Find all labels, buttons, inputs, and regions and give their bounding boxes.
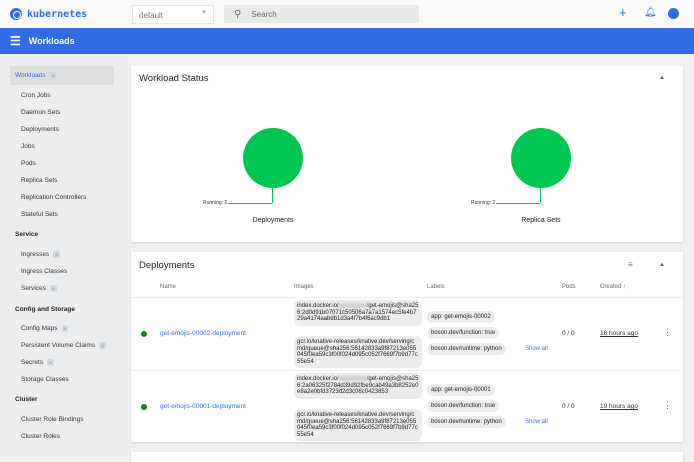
show-all-link[interactable]: Show all	[525, 346, 548, 352]
label-chip: boson.dev/runtime: python	[427, 416, 506, 428]
status-running-icon	[141, 404, 147, 410]
sidebar-item-replica-sets[interactable]: Replica Sets	[21, 177, 58, 184]
running-label: Running: 2	[203, 200, 228, 206]
redacted-username	[338, 303, 367, 308]
sidebar: Workloads N Cron Jobs Daemon Sets Deploym…	[0, 56, 126, 458]
column-name[interactable]: Name	[160, 284, 177, 290]
sidebar-item-storage-classes[interactable]: Storage Classes	[21, 376, 69, 383]
kubernetes-logo[interactable]: kubernetes	[10, 8, 87, 20]
label-chip: boson.dev/runtime: python	[427, 343, 506, 355]
sidebar-item-jobs[interactable]: Jobs	[21, 143, 35, 150]
plus-icon[interactable]: +	[619, 5, 627, 20]
logo-text: kubernetes	[27, 8, 88, 20]
toolbar-title: Workloads	[28, 36, 75, 46]
chevron-down-icon: ▼	[201, 10, 207, 16]
running-label: Running: 2	[471, 200, 496, 206]
deployment-link[interactable]: get-emojis-00002-deployment	[160, 330, 246, 337]
image-chip: index.docker.io//get-emojis@sha256:2d0d9…	[294, 300, 422, 326]
deployments-card: Deployments ≡ ▲ Name Images Labels Pods …	[131, 252, 683, 442]
collapse-icon[interactable]: ▲	[659, 75, 665, 81]
section-config-storage: Config and Storage	[15, 306, 75, 313]
sidebar-item-replication-controllers[interactable]: Replication Controllers	[21, 194, 87, 201]
search-input[interactable]: ⚲ Search	[224, 5, 419, 23]
search-placeholder: Search	[251, 9, 277, 19]
sidebar-item-daemon-sets[interactable]: Daemon Sets	[21, 109, 61, 116]
image-chip: gcr.io/knative-releases/knative.dev/serv…	[294, 409, 422, 441]
sidebar-item-cluster-role-bindings[interactable]: Cluster Role Bindings	[21, 416, 84, 423]
section-cluster: Cluster	[15, 396, 38, 403]
collapse-icon[interactable]: ▲	[659, 262, 665, 268]
sidebar-item-stateful-sets[interactable]: Stateful Sets	[21, 211, 58, 218]
namespace-value: default	[139, 11, 164, 20]
account-icon[interactable]	[668, 8, 679, 19]
sidebar-item-workloads-label[interactable]: Workloads N	[15, 72, 57, 80]
table-row: get-emojis-00002-deployment index.docker…	[131, 297, 683, 370]
table-row: get-emojis-00001-deployment index.docker…	[131, 370, 683, 442]
bell-icon[interactable]: 🔔︎	[644, 7, 657, 18]
next-card	[131, 452, 683, 462]
sidebar-item-pods[interactable]: Pods	[21, 160, 36, 167]
replica-sets-pie	[511, 128, 571, 188]
sidebar-item-services[interactable]: Services N	[21, 285, 57, 293]
label-chip: app: get-emojis-00002	[427, 311, 495, 323]
badge: N	[49, 72, 57, 79]
image-chip: gcr.io/knative-releases/knative.dev/serv…	[294, 336, 422, 368]
created-time[interactable]: 19 hours ago	[600, 403, 638, 410]
sidebar-item-pvc[interactable]: Persistent Volume Claims N	[21, 342, 106, 350]
sidebar-item-config-maps[interactable]: Config Maps N	[21, 325, 69, 333]
toolbar: ☰ Workloads	[0, 28, 694, 54]
search-icon: ⚲	[234, 8, 242, 20]
card-title: Workload Status	[139, 73, 209, 84]
label-chip: boson.dev/function: true	[427, 327, 500, 339]
pods-count: 0 / 0	[562, 403, 575, 410]
workload-status-card: Workload Status ▲ Running: 2 Deployments…	[131, 66, 683, 242]
kubernetes-wheel-icon	[10, 8, 22, 20]
show-all-link[interactable]: Show all	[525, 419, 548, 425]
deployments-pie	[243, 128, 303, 188]
sidebar-item-cluster-roles[interactable]: Cluster Roles	[21, 433, 61, 440]
section-service: Service	[15, 231, 39, 238]
column-created[interactable]: Created ↑	[600, 284, 627, 290]
chart-label: Deployments	[252, 217, 294, 224]
card-title: Deployments	[139, 260, 195, 271]
namespace-select[interactable]: default ▼	[132, 5, 214, 24]
label-chip: app: get-emojis-00001	[427, 384, 495, 396]
menu-icon[interactable]: ☰	[10, 34, 21, 48]
more-vert-icon[interactable]: ⋮	[663, 400, 672, 410]
sidebar-item-ingresses[interactable]: Ingresses N	[21, 251, 61, 259]
legend-line	[228, 203, 272, 204]
chart-label: Replica Sets	[521, 217, 561, 224]
filter-icon[interactable]: ≡	[628, 260, 633, 269]
image-chip: index.docker.io//get-emojis@sha256:2a063…	[294, 373, 422, 399]
more-vert-icon[interactable]: ⋮	[663, 327, 672, 337]
column-pods: Pods	[562, 284, 576, 290]
sidebar-item-cron-jobs[interactable]: Cron Jobs	[21, 92, 51, 99]
legend-line	[272, 188, 273, 203]
status-running-icon	[141, 331, 147, 337]
created-time[interactable]: 18 hours ago	[600, 330, 638, 337]
sidebar-item-deployments[interactable]: Deployments	[21, 126, 59, 133]
column-images: Images	[294, 284, 314, 290]
deployment-link[interactable]: get-emojis-00001-deployment	[160, 403, 246, 410]
sidebar-item-secrets[interactable]: Secrets N	[21, 359, 54, 367]
pods-count: 0 / 0	[562, 330, 575, 337]
sidebar-item-workloads[interactable]	[10, 66, 114, 85]
redacted-username	[338, 376, 367, 381]
column-labels: Labels	[427, 284, 445, 290]
label-chip: boson.dev/function: true	[427, 400, 500, 412]
sidebar-item-ingress-classes[interactable]: Ingress Classes	[21, 268, 68, 275]
top-bar: kubernetes default ▼ ⚲ Search + 🔔︎	[0, 0, 694, 28]
legend-line	[496, 203, 540, 204]
legend-line	[540, 188, 541, 203]
